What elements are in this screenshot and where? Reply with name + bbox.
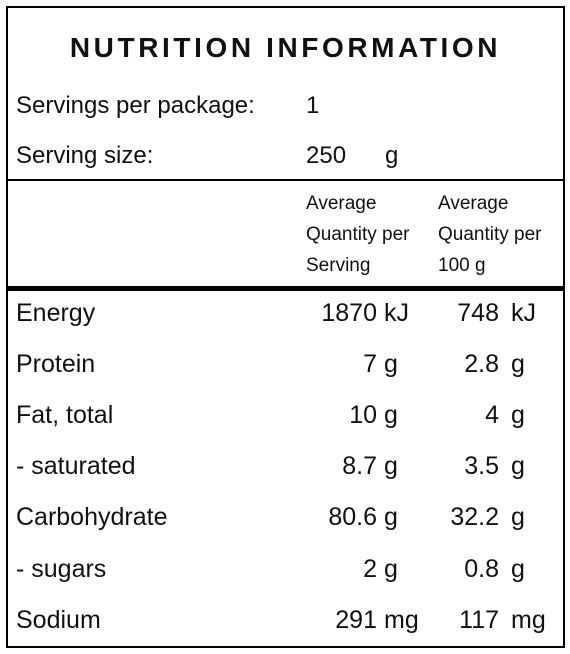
- row-name: - sugars: [16, 555, 107, 583]
- row-unit-per-100g: g: [511, 503, 525, 531]
- row-value-per-100g: 4: [485, 401, 499, 429]
- column-header-per-100g: Average Quantity per 100 g: [438, 188, 542, 281]
- row-unit-per-serving: g: [384, 555, 398, 583]
- serving-size-label: Serving size:: [16, 142, 154, 169]
- serving-size-value: 250: [306, 142, 347, 169]
- row-unit-per-100g: g: [511, 555, 525, 583]
- row-value-per-serving: 80.6: [328, 503, 377, 531]
- row-name: Fat, total: [16, 401, 114, 429]
- row-value-per-serving: 10: [349, 401, 377, 429]
- table-row: Fat, total 10 g 4 g: [8, 401, 563, 431]
- row-name: Protein: [16, 350, 96, 378]
- row-name: - saturated: [16, 452, 136, 480]
- row-unit-per-serving: g: [384, 401, 398, 429]
- header-line: Quantity per: [306, 224, 410, 245]
- header-line: Average: [306, 193, 377, 214]
- row-value-per-serving: 1870: [321, 299, 377, 327]
- column-header-per-serving: Average Quantity per Serving: [306, 188, 410, 281]
- header-line: Serving: [306, 255, 371, 276]
- table-row: Energy 1870 kJ 748 kJ: [8, 299, 563, 329]
- row-value-per-100g: 2.8: [464, 350, 499, 378]
- row-unit-per-serving: mg: [384, 606, 419, 634]
- row-value-per-serving: 2: [363, 555, 377, 583]
- servings-label: Servings per package:: [16, 92, 255, 119]
- row-unit-per-serving: kJ: [384, 299, 409, 327]
- table-row: - saturated 8.7 g 3.5 g: [8, 452, 563, 482]
- row-name: Energy: [16, 299, 96, 327]
- divider-top: [8, 179, 563, 181]
- row-unit-per-serving: g: [384, 452, 398, 480]
- row-value-per-100g: 0.8: [464, 555, 499, 583]
- servings-value: 1: [306, 92, 320, 119]
- row-value-per-100g: 32.2: [450, 503, 499, 531]
- panel-title: NUTRITION INFORMATION: [69, 32, 502, 63]
- row-unit-per-100g: kJ: [511, 299, 536, 327]
- row-value-per-100g: 117: [459, 606, 499, 634]
- divider-thick: [8, 286, 563, 291]
- table-row: Sodium 291 mg 117 mg: [8, 606, 563, 636]
- row-value-per-100g: 748: [457, 299, 499, 327]
- row-name: Sodium: [16, 606, 101, 634]
- table-row: Protein 7 g 2.8 g: [8, 350, 563, 380]
- header-line: 100 g: [438, 255, 486, 276]
- row-value-per-serving: 7: [363, 350, 377, 378]
- row-unit-per-100g: g: [511, 401, 525, 429]
- table-row: Carbohydrate 80.6 g 32.2 g: [8, 503, 563, 533]
- row-value-per-100g: 3.5: [464, 452, 499, 480]
- row-unit-per-100g: g: [511, 350, 525, 378]
- row-name: Carbohydrate: [16, 503, 168, 531]
- table-row: - sugars 2 g 0.8 g: [8, 555, 563, 585]
- nutrition-panel: NUTRITION INFORMATION Servings per packa…: [6, 6, 565, 648]
- row-unit-per-100g: mg: [511, 606, 546, 634]
- serving-size-unit: g: [385, 142, 399, 169]
- header-line: Average: [438, 193, 509, 214]
- row-unit-per-serving: g: [384, 350, 398, 378]
- header-line: Quantity per: [438, 224, 542, 245]
- row-value-per-serving: 291: [335, 606, 377, 634]
- row-unit-per-100g: g: [511, 452, 525, 480]
- row-value-per-serving: 8.7: [342, 452, 377, 480]
- row-unit-per-serving: g: [384, 503, 398, 531]
